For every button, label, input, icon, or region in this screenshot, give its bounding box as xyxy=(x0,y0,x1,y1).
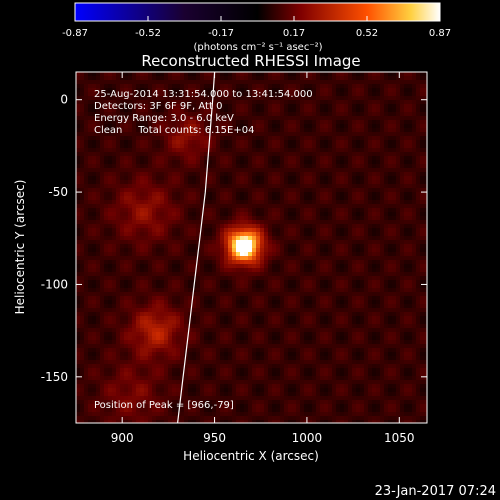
peak-position-label: Position of Peak = [966,-79] xyxy=(94,400,234,411)
colorbar-unit-label: (photons cm⁻² s⁻¹ asec⁻²) xyxy=(193,42,322,53)
footer-timestamp: 23-Jan-2017 07:24 xyxy=(375,484,496,499)
colorbar-tick-label: -0.52 xyxy=(135,28,161,39)
x-axis-ticks: 900 950 1000 1050 xyxy=(111,72,415,445)
colorbar xyxy=(74,2,441,22)
x-tick-label: 900 xyxy=(111,431,134,445)
colorbar-ticks: -0.87 -0.52 -0.17 0.17 0.52 0.87 xyxy=(62,16,451,39)
x-axis-label: Heliocentric X (arcsec) xyxy=(183,449,319,463)
y-tick-label: -100 xyxy=(41,277,68,291)
y-tick-label: 0 xyxy=(60,93,68,107)
chart-title: Reconstructed RHESSI Image xyxy=(141,52,360,70)
colorbar-tick-label: -0.17 xyxy=(208,28,234,39)
colorbar-tick-label: 0.52 xyxy=(356,28,378,39)
y-axis-ticks: 0 -50 -100 -150 xyxy=(41,93,427,384)
y-axis-label: Heliocentric Y (arcsec) xyxy=(13,180,27,315)
heatmap xyxy=(76,72,427,423)
annotation-energy: Energy Range: 3.0 - 6.0 keV xyxy=(94,113,234,124)
colorbar-tick-label: -0.87 xyxy=(62,28,88,39)
annotation-time: 25-Aug-2014 13:31:54.000 to 13:41:54.000 xyxy=(94,89,313,100)
colorbar-tick-label: 0.17 xyxy=(283,28,305,39)
annotation-detectors: Detectors: 3F 6F 9F, Att 0 xyxy=(94,101,222,112)
x-tick-label: 950 xyxy=(203,431,226,445)
colorbar-tick-label: 0.87 xyxy=(429,28,451,39)
solar-limb-curve xyxy=(177,72,216,423)
x-tick-label: 1000 xyxy=(292,431,323,445)
plot-frame xyxy=(75,71,428,424)
annotation-clean: Clean Total counts: 6.15E+04 xyxy=(94,125,254,136)
x-tick-label: 1050 xyxy=(384,431,415,445)
y-tick-label: -150 xyxy=(41,370,68,384)
y-tick-label: -50 xyxy=(48,185,68,199)
